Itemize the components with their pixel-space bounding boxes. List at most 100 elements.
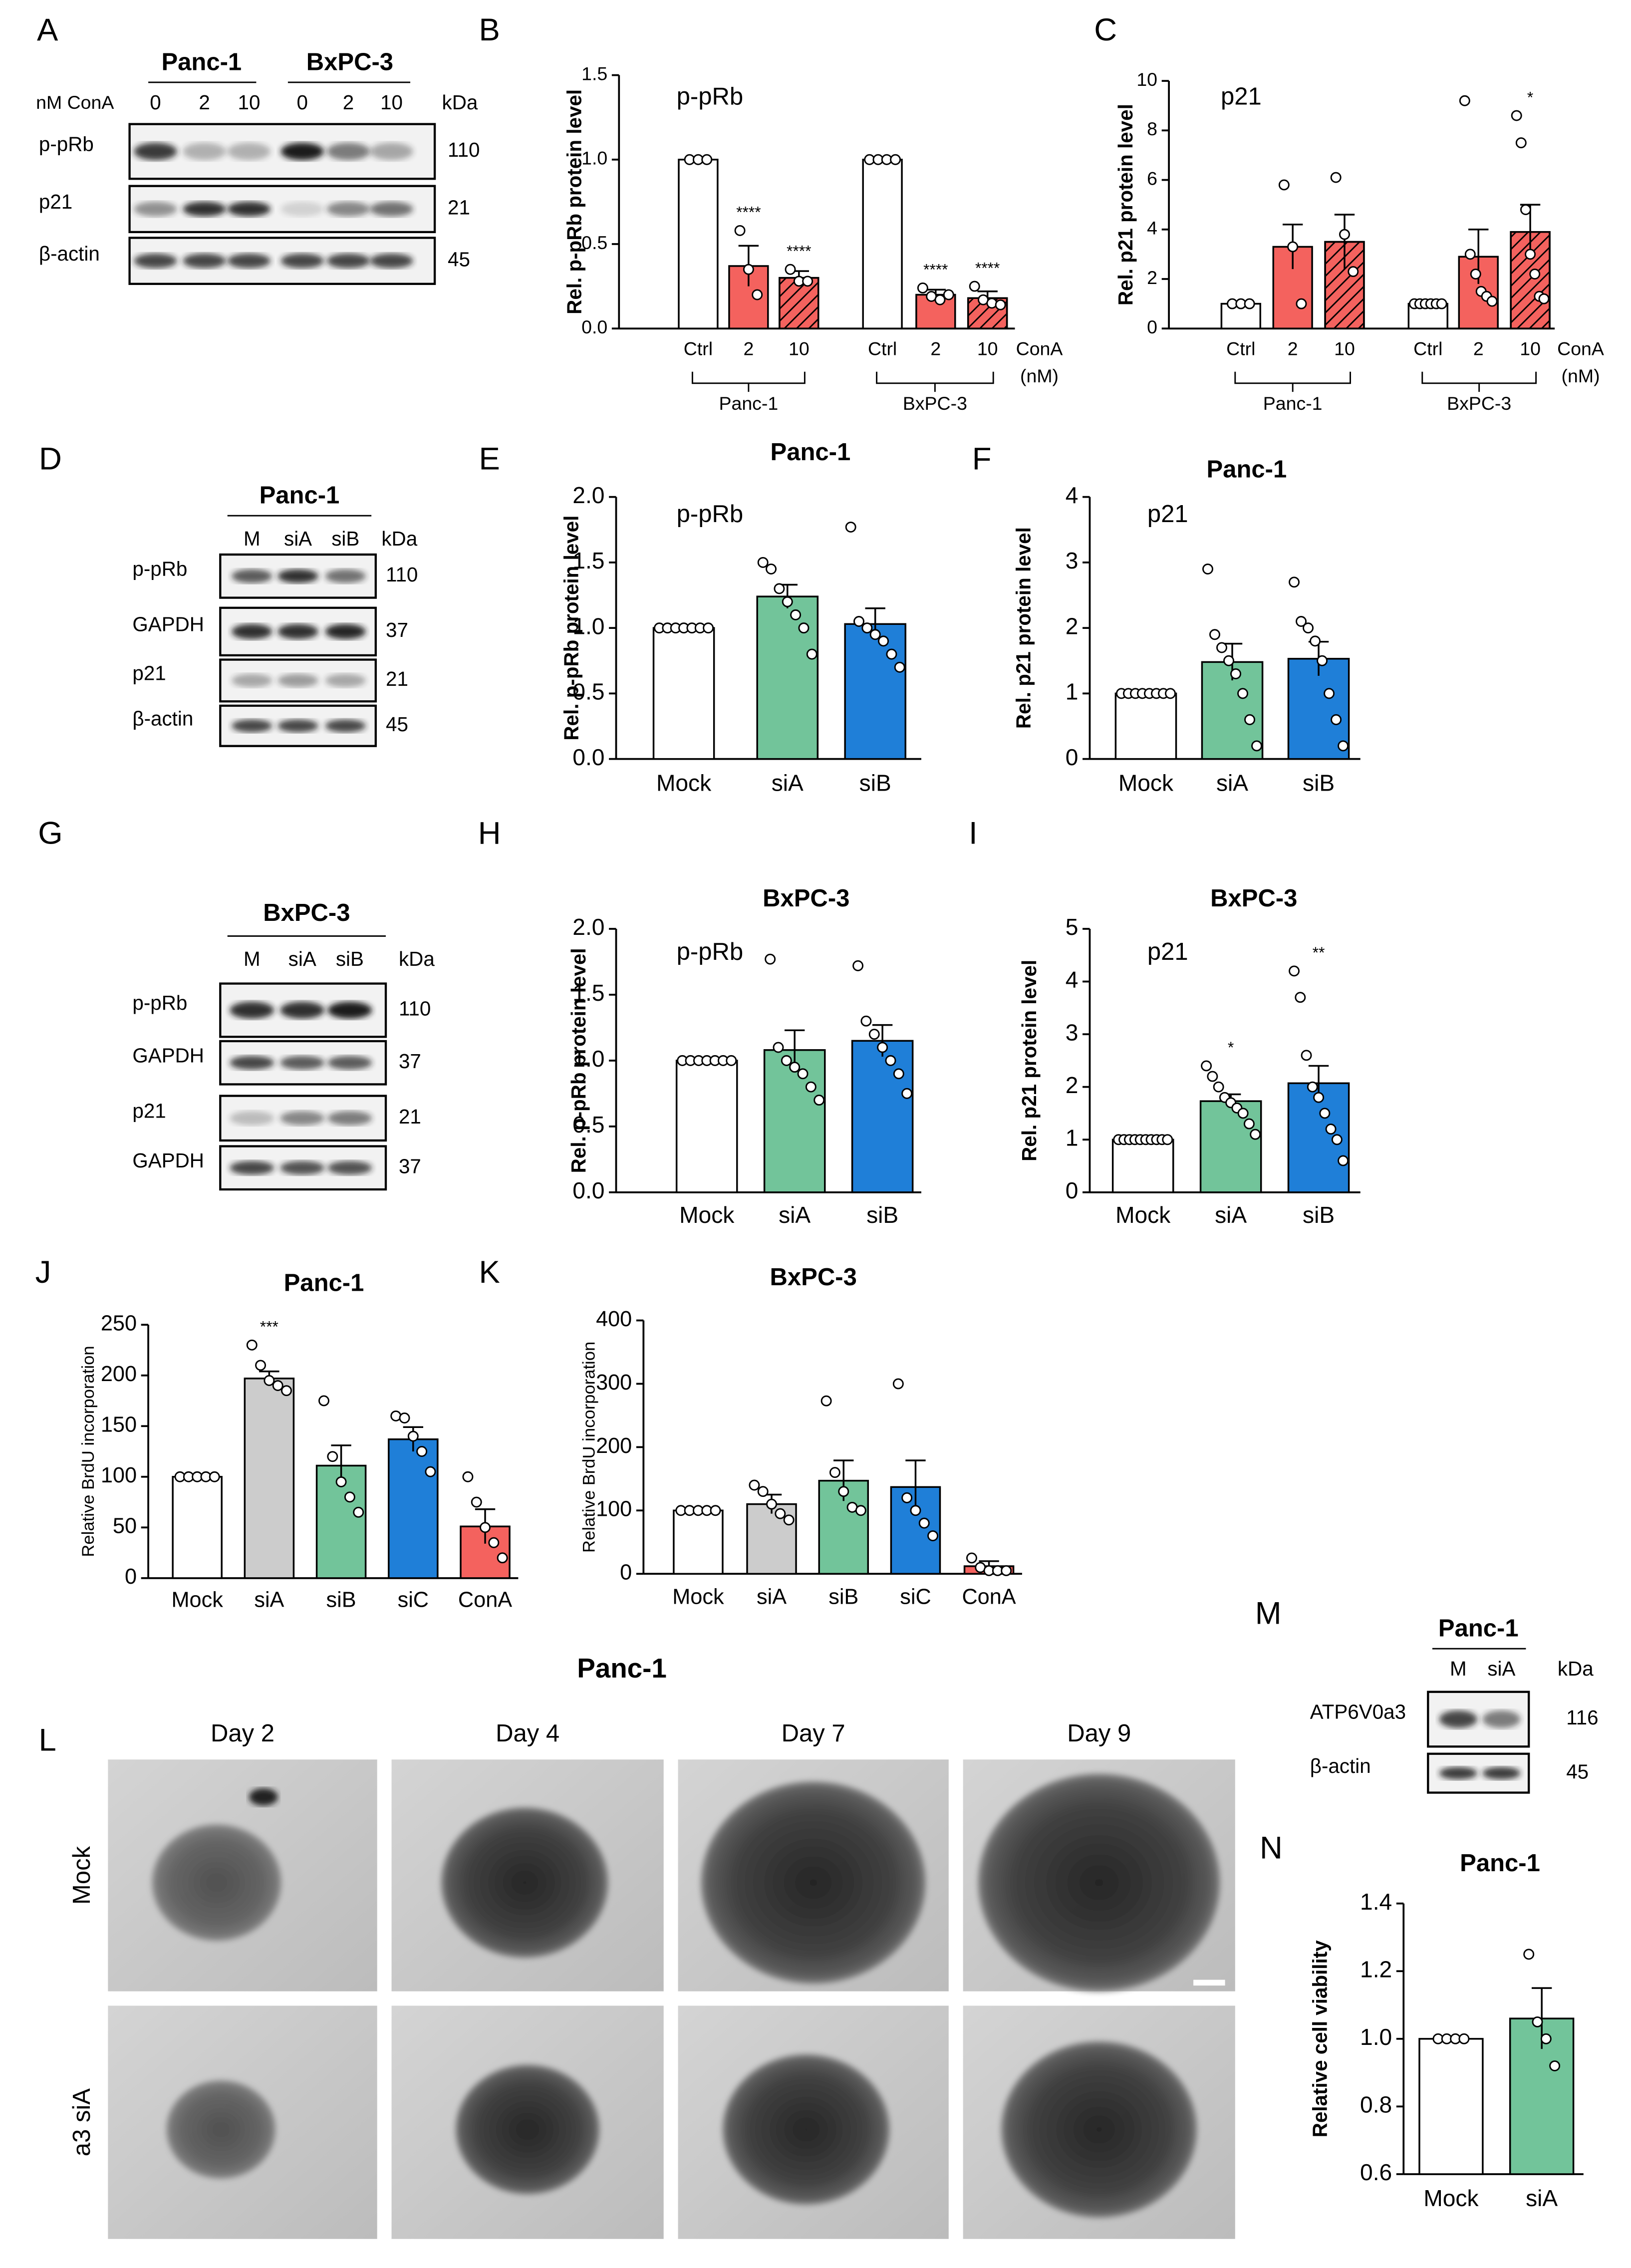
data-point xyxy=(1436,298,1447,309)
blot-kda: 37 xyxy=(399,1050,421,1073)
x-tick-label: siC xyxy=(398,1588,429,1612)
y-tick-label: 0 xyxy=(620,1561,632,1585)
lane-label: 10 xyxy=(380,91,403,114)
data-point xyxy=(1319,1108,1331,1119)
x-tick-label: ConA xyxy=(458,1588,512,1612)
data-point xyxy=(1458,2033,1470,2044)
lane-label: M xyxy=(244,527,261,550)
blot-band xyxy=(280,1056,325,1070)
blot-band xyxy=(183,142,226,160)
group-bracket xyxy=(691,371,806,392)
y-tick-label: 150 xyxy=(101,1413,137,1437)
row-label: Mock xyxy=(68,1846,95,1905)
bar xyxy=(244,1378,295,1579)
y-tick-label: 4 xyxy=(1066,967,1079,993)
chart-annotation: p21 xyxy=(1147,501,1188,528)
significance-label: *** xyxy=(260,1318,278,1336)
x-unit-label: (nM) xyxy=(1020,365,1059,386)
x-tick-label: Mock xyxy=(1115,1202,1171,1228)
y-tick-label: 2 xyxy=(1147,267,1157,288)
spheroid xyxy=(722,2054,890,2205)
bar xyxy=(388,1438,439,1579)
data-point xyxy=(783,1514,795,1526)
blot-band xyxy=(280,1001,325,1019)
blot-row-label: β-actin xyxy=(39,242,100,265)
blot-group-label: BxPC-3 xyxy=(306,48,393,75)
lane-label: 2 xyxy=(343,91,354,114)
data-point xyxy=(1237,1108,1249,1119)
x-tick-label: siA xyxy=(1215,1202,1247,1228)
data-point xyxy=(726,1055,737,1066)
data-point xyxy=(969,281,980,292)
x-tick-label: Ctrl xyxy=(1226,338,1255,359)
data-point xyxy=(789,1062,801,1073)
spheroid xyxy=(1001,2041,1197,2218)
bar xyxy=(851,1040,914,1193)
panel-letter: K xyxy=(479,1255,500,1290)
significance-label: **** xyxy=(923,261,948,279)
y-tick-label: 2.0 xyxy=(572,482,604,508)
data-point xyxy=(255,1360,267,1371)
blot-band xyxy=(326,253,370,269)
error-bar xyxy=(1334,214,1355,270)
bar xyxy=(844,623,907,760)
data-point xyxy=(966,1552,977,1564)
panel-letter: C xyxy=(1094,12,1117,47)
data-point xyxy=(1313,1092,1325,1103)
data-point xyxy=(766,1498,777,1510)
data-point xyxy=(327,1451,338,1462)
group-label: BxPC-3 xyxy=(1447,393,1511,414)
y-tick-label: 1.0 xyxy=(572,1046,604,1072)
blot-band xyxy=(327,1111,372,1126)
y-tick-label: 50 xyxy=(113,1514,137,1538)
data-point xyxy=(488,1537,500,1548)
blot-band xyxy=(280,1160,325,1175)
blot-band xyxy=(227,253,271,269)
y-tick-label: 4 xyxy=(1147,218,1157,239)
data-point xyxy=(1289,576,1300,588)
y-tick-label: 3 xyxy=(1066,548,1079,573)
data-point xyxy=(892,1378,904,1390)
data-point xyxy=(1459,95,1470,106)
x-tick-label: 10 xyxy=(977,338,998,359)
data-point xyxy=(743,264,754,275)
chart-title: Panc-1 xyxy=(1206,456,1287,483)
blot-kda: 21 xyxy=(399,1105,421,1128)
error-bar xyxy=(905,1459,926,1514)
x-tick-label: 2 xyxy=(1288,338,1298,359)
y-tick-label: 2 xyxy=(1066,613,1079,639)
data-point xyxy=(782,596,793,607)
blot-band xyxy=(325,569,366,583)
column-label: Day 7 xyxy=(782,1720,845,1747)
chart-title: BxPC-3 xyxy=(763,885,849,912)
blot-band xyxy=(277,624,318,639)
x-tick-label: 10 xyxy=(1334,338,1355,359)
bar xyxy=(1199,1100,1262,1193)
x-unit-label: (nM) xyxy=(1562,365,1600,386)
y-tick-label: 6 xyxy=(1147,168,1157,189)
data-point xyxy=(781,1055,792,1066)
x-tick-label: Mock xyxy=(656,770,712,796)
blot-band xyxy=(1439,1710,1477,1728)
x-tick-label: Ctrl xyxy=(1413,338,1442,359)
data-point xyxy=(749,1479,760,1491)
blot-band xyxy=(370,253,413,269)
data-point xyxy=(986,297,998,309)
blot-row-label: GAPDH xyxy=(132,1044,204,1067)
data-point xyxy=(1289,965,1300,977)
y-tick-label: 0.8 xyxy=(1360,2092,1392,2118)
data-point xyxy=(272,1380,283,1391)
spheroid xyxy=(441,1807,608,1958)
blot-row-label: β-actin xyxy=(132,707,193,730)
x-tick-label: 2 xyxy=(743,338,754,359)
y-tick-label: 100 xyxy=(101,1463,137,1487)
significance-label: **** xyxy=(975,259,1000,277)
data-point xyxy=(1338,740,1349,752)
blot-band xyxy=(183,253,226,269)
column-label: Day 2 xyxy=(211,1720,274,1747)
data-point xyxy=(1331,1134,1343,1145)
bar xyxy=(172,1476,223,1579)
data-point xyxy=(1307,1081,1318,1093)
chart-annotation: p-pRb xyxy=(677,501,744,528)
